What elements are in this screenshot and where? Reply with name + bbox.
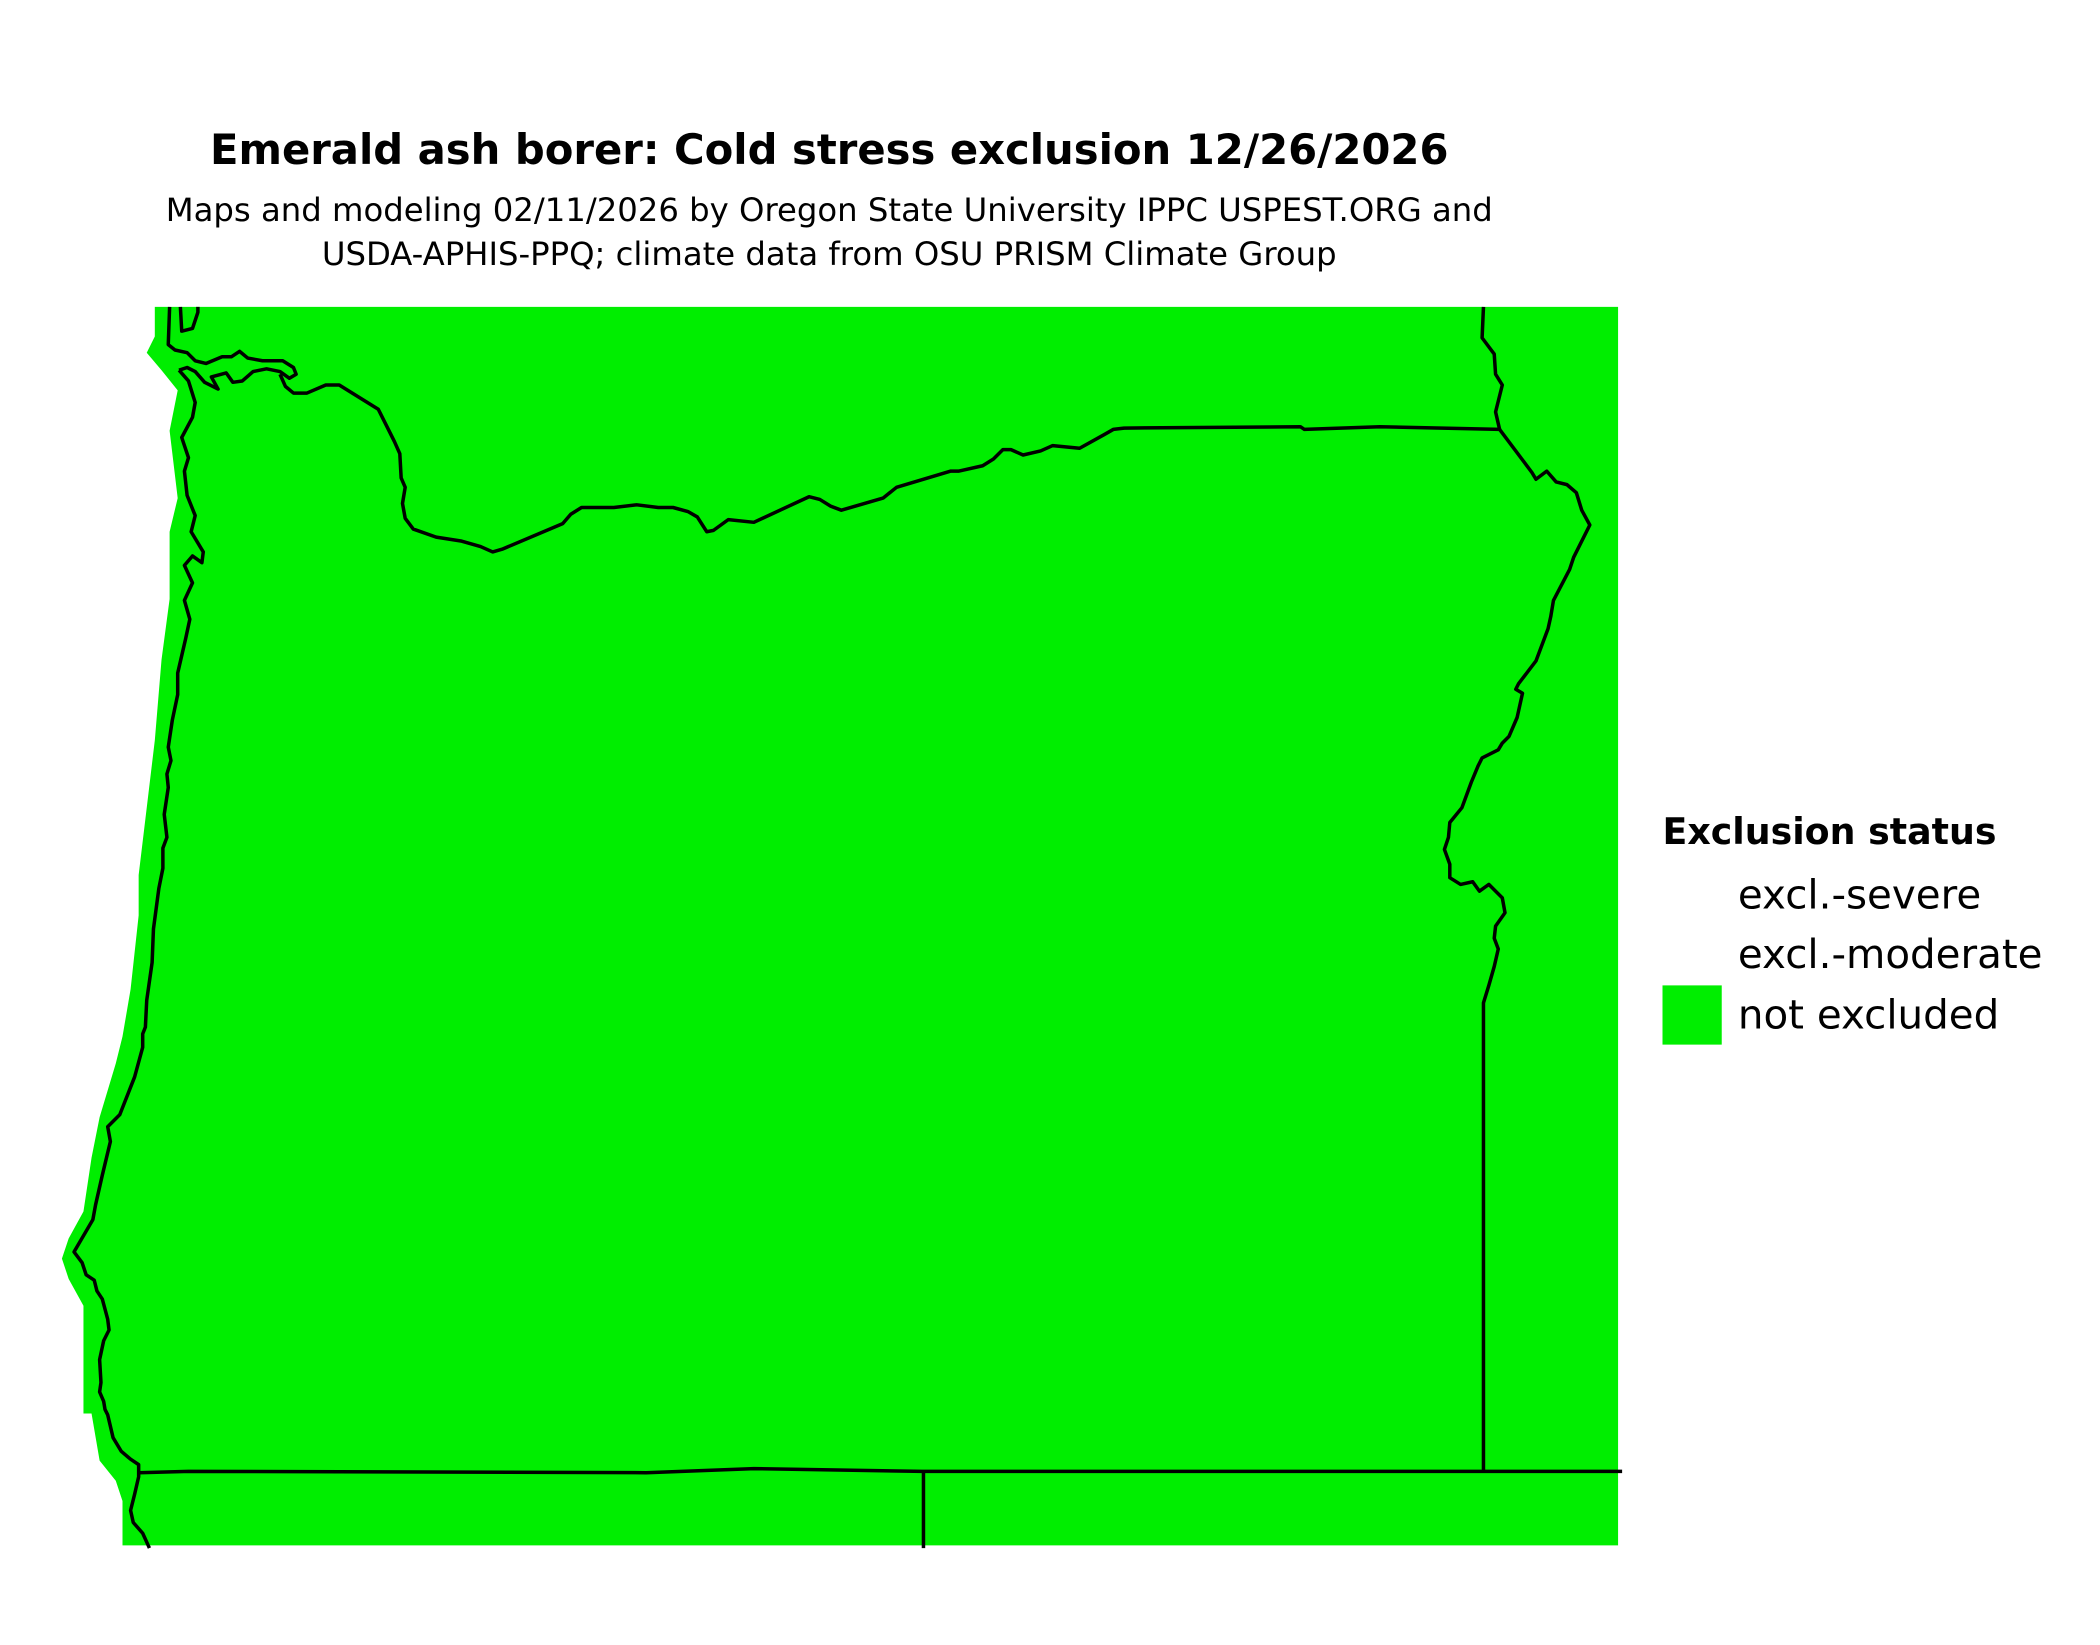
legend-swatch-moderate <box>1662 924 1722 985</box>
columbia-mouth-north-shore <box>166 306 298 391</box>
eastern-border-snake-river <box>1442 428 1592 1473</box>
legend-label-moderate: excl.-moderate <box>1738 931 2043 978</box>
pacific-coastline <box>72 369 206 1549</box>
southern-border <box>138 1466 1623 1475</box>
not-excluded-area <box>61 306 1619 1546</box>
state-borders <box>72 306 1623 1549</box>
legend-label-severe: excl.-severe <box>1738 872 1981 919</box>
map-title: Emerald ash borer: Cold stress exclusion… <box>210 125 1449 174</box>
legend-swatch-severe <box>1662 865 1722 925</box>
legend-title: Exclusion status <box>1663 810 1997 853</box>
legend-label-not-excluded: not excluded <box>1738 991 1999 1038</box>
legend-swatch-not-excluded <box>1662 985 1722 1045</box>
legend: Exclusion status excl.-severe excl.-mode… <box>1662 810 2043 1045</box>
map-subtitle-line1: Maps and modeling 02/11/2026 by Oregon S… <box>166 191 1493 229</box>
northern-border-columbia-river <box>278 306 1505 554</box>
washington-coast-fragment <box>178 306 200 333</box>
map-subtitle-line2: USDA-APHIS-PPQ; climate data from OSU PR… <box>322 235 1337 273</box>
